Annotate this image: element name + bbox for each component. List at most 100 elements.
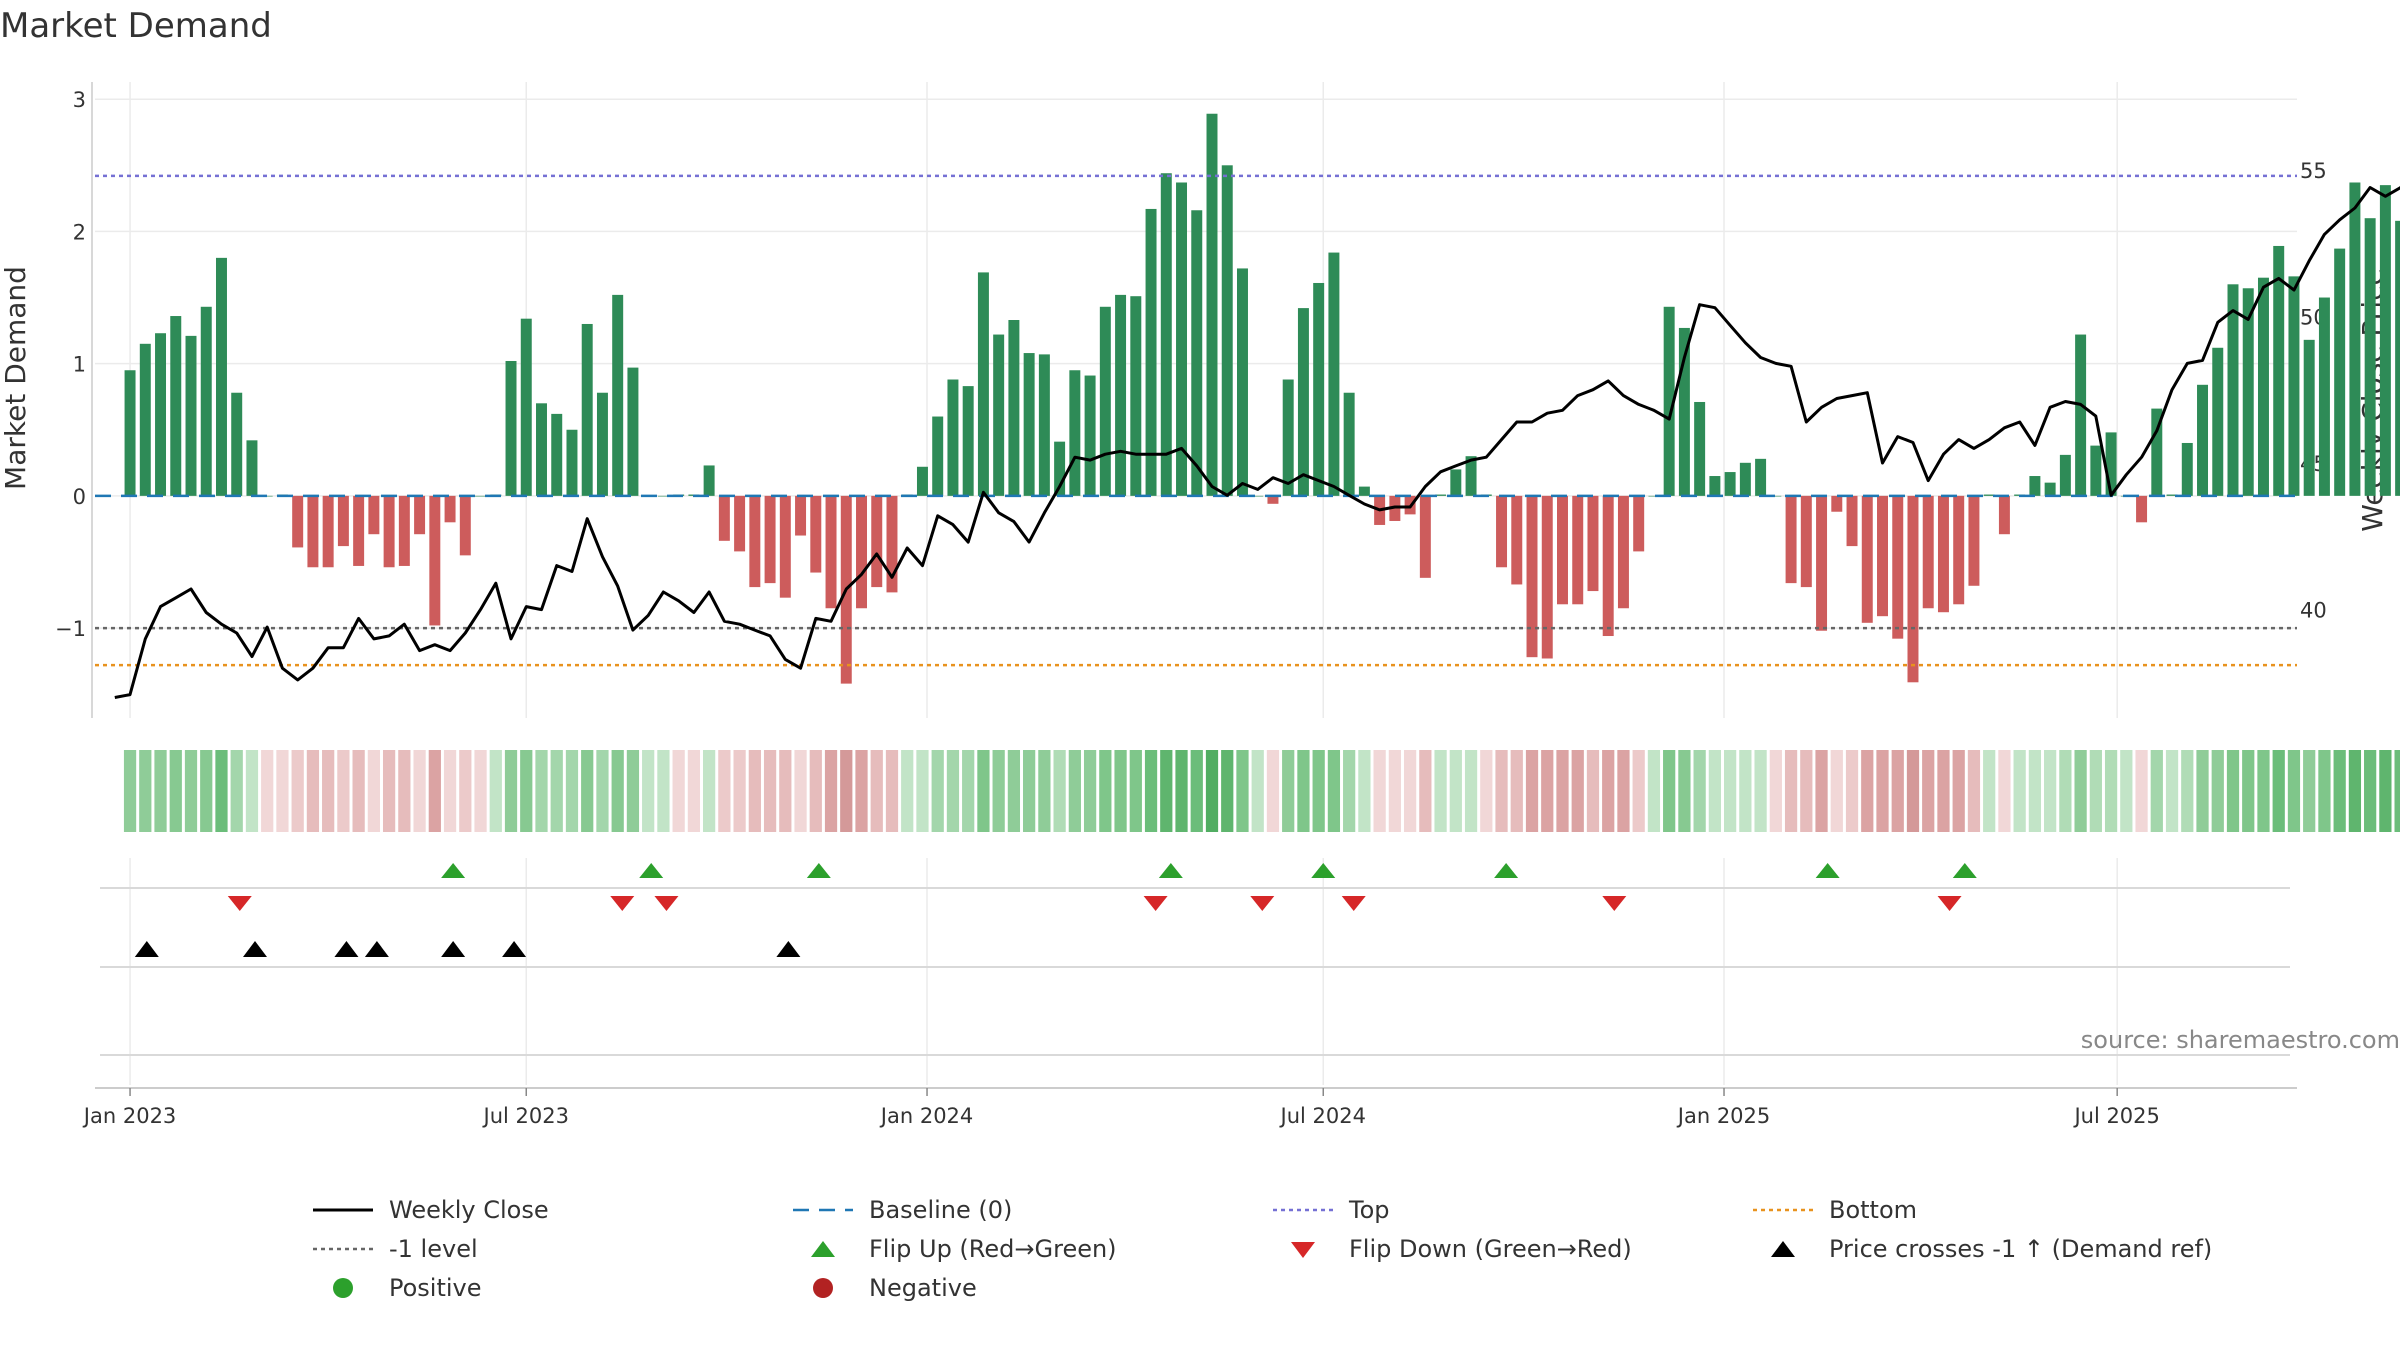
strip-cell — [352, 750, 365, 832]
strip-cell — [1922, 750, 1935, 832]
strip-cell — [1754, 750, 1767, 832]
legend-item: Flip Down (Green→Red) — [1273, 1234, 1632, 1264]
strip-cell — [977, 750, 990, 832]
x-tick-label: Jul 2024 — [1279, 1104, 1366, 1128]
demand-bar — [551, 413, 563, 496]
y-axis-label-left: Market Demand — [0, 266, 32, 490]
demand-bar — [764, 495, 776, 584]
price-cross-marker — [134, 941, 159, 957]
strip-cell — [1083, 750, 1097, 832]
strip-cell — [1312, 750, 1325, 832]
legend-label: Top — [1349, 1196, 1390, 1224]
demand-bar — [1450, 469, 1462, 496]
flip-up-marker — [1815, 863, 1840, 878]
demand-bar — [825, 495, 837, 609]
demand-bar — [612, 294, 624, 496]
demand-bar — [916, 466, 928, 496]
strip-cell — [1144, 750, 1158, 832]
strip-cell — [2379, 750, 2392, 832]
demand-bar — [1861, 495, 1873, 623]
strip-cell — [1647, 750, 1661, 832]
strip-cell — [992, 750, 1005, 832]
demand-bar — [1587, 495, 1599, 592]
strip-cell — [703, 750, 716, 832]
demand-bar — [505, 360, 517, 496]
strip-cell — [2318, 750, 2331, 832]
strip-cell — [291, 750, 304, 832]
flip-up-marker — [1494, 863, 1519, 878]
strip-cell — [2181, 750, 2194, 832]
strip-cell — [1602, 750, 1615, 832]
demand-bar — [856, 495, 867, 609]
strip-cell — [1373, 750, 1386, 832]
strip-cell — [2196, 750, 2209, 832]
legend-item: Bottom — [1753, 1195, 1917, 1225]
strip-cell — [123, 750, 137, 832]
demand-bar — [1236, 268, 1248, 496]
demand-bar — [1816, 495, 1828, 631]
demand-bar — [1953, 495, 1965, 605]
strip-cell — [672, 750, 685, 832]
strip-cell — [1038, 750, 1051, 832]
strip-cell — [687, 750, 701, 832]
strip-cell — [1861, 750, 1874, 832]
demand-bar — [871, 495, 883, 588]
strip-cell — [139, 750, 152, 832]
strip-cell — [962, 750, 975, 832]
demand-bar — [2181, 442, 2193, 496]
demand-bar — [1282, 379, 1294, 496]
legend-swatch-circle — [813, 1278, 833, 1298]
demand-bar — [185, 335, 197, 496]
strip-cell — [1876, 750, 1889, 832]
strip-cell — [2394, 750, 2400, 832]
demand-bar — [1770, 495, 1782, 497]
demand-bar — [1739, 462, 1751, 496]
demand-bar — [1358, 486, 1370, 496]
demand-bar — [1709, 476, 1721, 496]
strip-cell — [398, 750, 411, 832]
demand-bar — [1724, 472, 1736, 496]
flip-down-marker — [1143, 896, 1168, 911]
strip-cell — [474, 750, 487, 832]
y-tick-label-left: −1 — [55, 617, 86, 641]
strip-cell — [1739, 750, 1752, 832]
demand-bar — [2136, 495, 2148, 523]
strip-cell — [2364, 750, 2377, 832]
strip-cell — [535, 750, 548, 832]
demand-bar — [2151, 408, 2163, 496]
legend: Weekly Close Baseline (0) Top Bottom -1 leve… — [0, 1195, 2400, 1335]
strip-cell — [2242, 750, 2255, 832]
demand-bar — [2257, 277, 2269, 496]
legend-label: Bottom — [1829, 1196, 1918, 1224]
strip-cell — [840, 750, 853, 832]
strip-cell — [1160, 750, 1173, 832]
demand-bar — [1221, 165, 1233, 496]
chart-title: Market Demand — [0, 6, 272, 46]
demand-bar — [932, 416, 944, 496]
demand-bar — [1252, 495, 1264, 497]
strip-cell — [1236, 750, 1249, 832]
demand-bar — [1465, 456, 1477, 496]
demand-bar — [2364, 218, 2376, 496]
demand-bar — [1541, 495, 1553, 659]
strip-cell — [459, 750, 472, 832]
demand-bar — [170, 316, 182, 496]
strip-cell — [520, 750, 533, 832]
strip-cell — [428, 750, 441, 832]
demand-bar — [414, 495, 426, 535]
price-cross-marker — [776, 941, 801, 957]
demand-bar — [353, 495, 365, 566]
demand-bar — [2029, 476, 2041, 496]
demand-bar — [1557, 495, 1568, 605]
strip-cell — [1297, 750, 1310, 832]
demand-bar — [2242, 288, 2254, 496]
strip-cell — [1114, 750, 1127, 832]
demand-bar — [1511, 495, 1523, 585]
demand-bar — [993, 334, 1005, 496]
demand-bar — [1983, 494, 1995, 496]
legend-label: Weekly Close — [389, 1196, 549, 1224]
strip-cell — [413, 750, 426, 832]
demand-bar — [1877, 495, 1888, 617]
